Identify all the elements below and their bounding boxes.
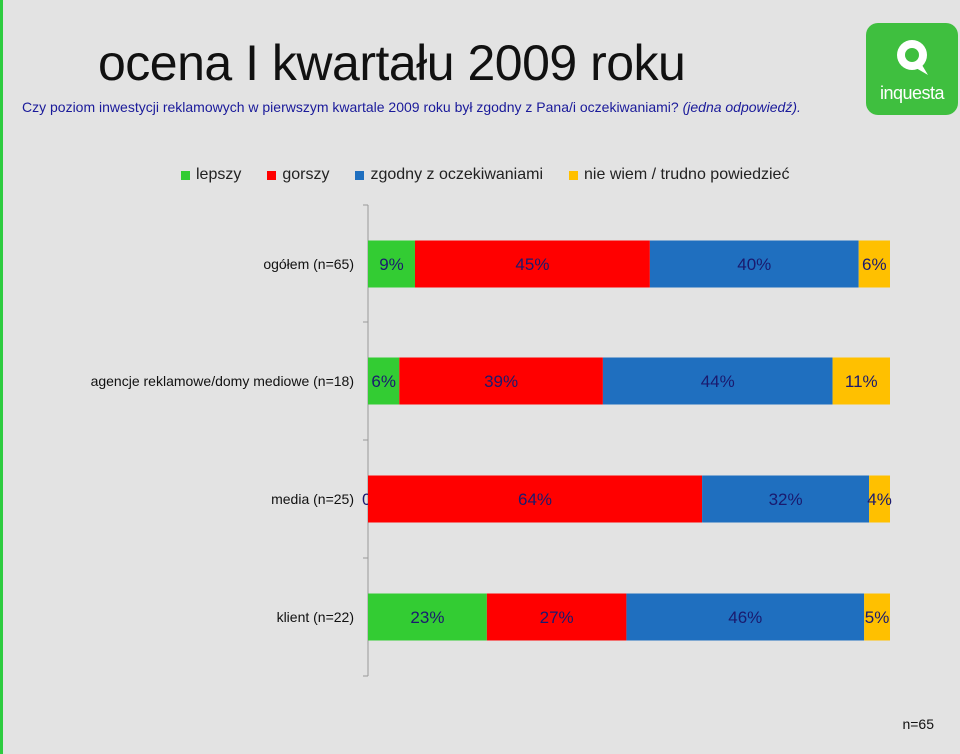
bar-segment-zgodny bbox=[602, 357, 833, 405]
chart-legend: lepszy gorszy zgodny z oczekiwaniami nie… bbox=[181, 166, 789, 184]
category-label: agencje reklamowe/domy mediowe (n=18) bbox=[91, 373, 354, 389]
inquesta-logo: inquesta bbox=[866, 23, 958, 115]
bar-segment-zgodny bbox=[649, 240, 859, 288]
logo-text: inquesta bbox=[879, 83, 945, 103]
bar-segment-zgodny bbox=[702, 475, 870, 523]
data-label-gorszy: 27% bbox=[540, 608, 574, 627]
left-accent-bar bbox=[0, 0, 3, 754]
data-label-lepszy: 6% bbox=[371, 372, 396, 391]
bar-segment-gorszy bbox=[368, 475, 703, 523]
data-label-zgodny: 46% bbox=[728, 608, 762, 627]
survey-question: Czy poziom inwestycji reklamowych w pier… bbox=[22, 99, 801, 115]
bar-segment-nie-wiem bbox=[832, 357, 890, 405]
bar-segment-gorszy bbox=[486, 593, 627, 641]
bar-segment-gorszy bbox=[399, 357, 603, 405]
data-label-zgodny: 44% bbox=[701, 372, 735, 391]
question-text: Czy poziom inwestycji reklamowych w pier… bbox=[22, 99, 679, 115]
legend-swatch-nie-wiem bbox=[569, 170, 579, 180]
bar-segment-lepszy bbox=[368, 357, 400, 405]
bar-segment-gorszy bbox=[414, 240, 650, 288]
data-label-nie-wiem: 4% bbox=[867, 490, 892, 509]
bar-segment-nie-wiem bbox=[869, 475, 890, 523]
category-label: media (n=25) bbox=[271, 491, 354, 507]
legend-item-lepszy: lepszy bbox=[181, 166, 241, 184]
bar-segment-lepszy bbox=[368, 593, 487, 641]
legend-item-gorszy: gorszy bbox=[267, 166, 329, 184]
data-label-zgodny: 40% bbox=[737, 255, 771, 274]
data-label-lepszy: 23% bbox=[410, 608, 444, 627]
speech-bubble-icon bbox=[897, 40, 928, 75]
legend-item-nie-wiem: nie wiem / trudno powiedzieć bbox=[569, 166, 789, 184]
legend-label-lepszy: lepszy bbox=[196, 166, 242, 183]
data-label-gorszy: 64% bbox=[518, 490, 552, 509]
data-label-nie-wiem: 11% bbox=[845, 372, 878, 391]
data-label-gorszy: 45% bbox=[515, 255, 549, 274]
legend-swatch-zgodny bbox=[355, 170, 365, 180]
data-label-zgodny: 32% bbox=[769, 490, 803, 509]
data-label-nie-wiem: 5% bbox=[865, 608, 890, 627]
legend-swatch-lepszy bbox=[181, 170, 190, 180]
data-label-gorszy: 39% bbox=[484, 372, 518, 391]
page-title: ocena I kwartału 2009 roku bbox=[98, 35, 686, 91]
legend-swatch-gorszy bbox=[267, 170, 277, 180]
bar-segment-lepszy bbox=[368, 240, 415, 288]
legend-item-zgodny: zgodny z oczekiwaniami bbox=[355, 166, 543, 184]
category-label: klient (n=22) bbox=[277, 609, 354, 625]
category-label: ogółem (n=65) bbox=[263, 256, 354, 272]
legend-label-zgodny: zgodny z oczekiwaniami bbox=[370, 166, 544, 183]
data-label-lepszy: 9% bbox=[379, 255, 404, 274]
bar-segment-zgodny bbox=[626, 593, 865, 641]
bar-segment-nie-wiem bbox=[864, 593, 890, 641]
data-label-nie-wiem: 6% bbox=[862, 255, 887, 274]
question-note: (jedna odpowiedź). bbox=[682, 99, 801, 115]
bar-segment-nie-wiem bbox=[858, 240, 890, 288]
legend-label-nie-wiem: nie wiem / trudno powiedzieć bbox=[584, 166, 790, 183]
sample-size-note: n=65 bbox=[902, 716, 934, 732]
legend-label-gorszy: gorszy bbox=[282, 166, 330, 183]
